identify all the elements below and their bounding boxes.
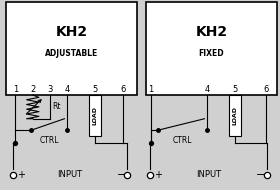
Text: KH2: KH2 <box>195 25 227 39</box>
Text: 4: 4 <box>65 85 70 94</box>
Text: 1: 1 <box>149 85 154 94</box>
FancyBboxPatch shape <box>6 2 137 95</box>
Text: 6: 6 <box>120 85 126 94</box>
Text: −: − <box>117 170 127 180</box>
Text: LOAD: LOAD <box>232 106 237 125</box>
Text: ADJUSTABLE: ADJUSTABLE <box>45 49 98 58</box>
Text: INPUT: INPUT <box>196 170 221 179</box>
Text: 5: 5 <box>233 85 238 94</box>
Text: +: + <box>154 170 162 180</box>
FancyBboxPatch shape <box>146 2 277 95</box>
Text: LOAD: LOAD <box>92 106 97 125</box>
Text: 2: 2 <box>30 85 35 94</box>
FancyBboxPatch shape <box>229 95 241 136</box>
FancyBboxPatch shape <box>89 95 101 136</box>
Text: Rt: Rt <box>53 102 61 111</box>
Text: KH2: KH2 <box>55 25 87 39</box>
Text: CTRL: CTRL <box>39 136 59 145</box>
Text: +: + <box>17 170 25 180</box>
Text: 6: 6 <box>263 85 269 94</box>
Text: CTRL: CTRL <box>173 136 192 145</box>
Text: INPUT: INPUT <box>57 170 83 179</box>
Text: 1: 1 <box>13 85 18 94</box>
Text: 4: 4 <box>205 85 210 94</box>
Text: 3: 3 <box>47 85 53 94</box>
Text: −: − <box>256 170 265 180</box>
Text: 5: 5 <box>93 85 98 94</box>
Text: FIXED: FIXED <box>199 49 224 58</box>
